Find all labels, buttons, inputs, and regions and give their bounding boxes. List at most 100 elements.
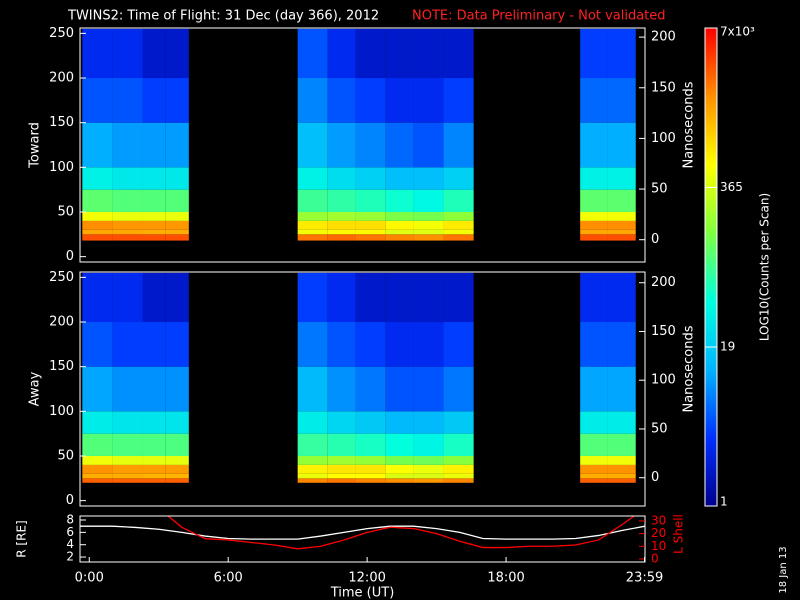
heat-cell (580, 229, 608, 235)
heat-cell (443, 78, 474, 123)
heat-cell (82, 478, 113, 483)
heat-cell (443, 220, 474, 230)
heat-cell (297, 167, 328, 190)
colorbar-tick-label: 365 (720, 180, 743, 194)
heat-cell (385, 234, 414, 241)
heat-cell (165, 234, 189, 241)
heat-cell (142, 411, 166, 434)
y2-tick-label: 150 (651, 324, 676, 339)
plot-frame (79, 515, 646, 563)
y-tick-label: 8 (66, 513, 74, 527)
x-tick-label: 0:00 (75, 571, 104, 586)
heat-cell (443, 478, 474, 483)
heat-cell (355, 211, 386, 221)
heat-cell (142, 473, 166, 479)
heat-cell (82, 322, 113, 367)
heat-cell (413, 220, 444, 230)
heat-cell (385, 433, 414, 456)
heat-cell (607, 28, 636, 79)
heat-cell (580, 464, 608, 474)
y2-tick-label: 20 (651, 526, 666, 540)
heat-cell (443, 366, 474, 412)
heat-cell (297, 322, 328, 367)
y-tick-label: 50 (57, 448, 74, 463)
heat-cell (385, 189, 414, 212)
heat-cell (297, 478, 328, 483)
heat-cell (165, 433, 189, 456)
y-tick-label: 250 (49, 26, 74, 41)
y-axis-label: R [RE] (15, 520, 29, 557)
heat-cell (443, 122, 474, 168)
heat-cell (327, 167, 356, 190)
x-tick-label: 12:00 (348, 571, 385, 586)
heat-cell (355, 473, 386, 479)
heat-cell (443, 234, 474, 241)
heat-cell (385, 211, 414, 221)
heat-cell (355, 28, 386, 79)
title: TWINS2: Time of Flight: 31 Dec (day 366)… (67, 9, 379, 24)
colorbar-tick-label: 1 (720, 495, 728, 509)
heat-cell (607, 220, 636, 230)
heat-cell (82, 272, 113, 323)
heat-cell (385, 220, 414, 230)
heat-cell (112, 78, 143, 123)
heat-cell (297, 234, 328, 241)
series-line (80, 525, 645, 540)
heat-cell (580, 411, 608, 434)
heat-cell (142, 220, 166, 230)
heat-cell (607, 229, 636, 235)
heat-cell (297, 272, 328, 323)
heat-cell (607, 167, 636, 190)
heat-cell (142, 122, 166, 168)
y-tick-label: 200 (49, 315, 74, 330)
heat-cell (165, 464, 189, 474)
heat-cell (327, 478, 356, 483)
y-axis-label: Toward (28, 122, 43, 169)
y2-axis-label: Nanoseconds (682, 81, 697, 168)
heat-cell (82, 455, 113, 465)
heat-cell (165, 189, 189, 212)
heat-cell (327, 211, 356, 221)
heat-cell (580, 234, 608, 241)
heat-cell (297, 122, 328, 168)
heat-cell (355, 464, 386, 474)
heat-cell (82, 211, 113, 221)
heat-cell (82, 122, 113, 168)
heat-cell (443, 464, 474, 474)
heat-cell (385, 229, 414, 235)
heat-cell (443, 455, 474, 465)
heat-cell (607, 478, 636, 483)
heat-cell (580, 473, 608, 479)
heat-cell (355, 455, 386, 465)
heat-cell (580, 167, 608, 190)
heat-cell (385, 411, 414, 434)
y-tick-label: 4 (66, 537, 74, 551)
heat-cell (112, 122, 143, 168)
heat-cell (580, 220, 608, 230)
heat-cell (355, 78, 386, 123)
y-tick-label: 200 (49, 71, 74, 86)
heat-cell (413, 411, 444, 434)
heat-cell (607, 411, 636, 434)
heat-cell (327, 229, 356, 235)
heat-cell (327, 234, 356, 241)
heat-cell (355, 167, 386, 190)
heat-cell (112, 28, 143, 79)
heat-cell (443, 189, 474, 212)
heat-cell (297, 229, 328, 235)
y2-axis-label: L Shell (672, 514, 686, 554)
heat-cell (297, 464, 328, 474)
heat-cell (580, 366, 608, 412)
heat-cell (297, 220, 328, 230)
heat-cell (355, 189, 386, 212)
heat-cell (297, 473, 328, 479)
heat-cell (112, 211, 143, 221)
heat-cell (297, 78, 328, 123)
heat-cell (355, 366, 386, 412)
heat-cell (112, 366, 143, 412)
heat-cell (142, 167, 166, 190)
y2-tick-label: 150 (651, 80, 676, 95)
heat-cell (355, 220, 386, 230)
heat-cell (413, 229, 444, 235)
heat-cell (327, 322, 356, 367)
